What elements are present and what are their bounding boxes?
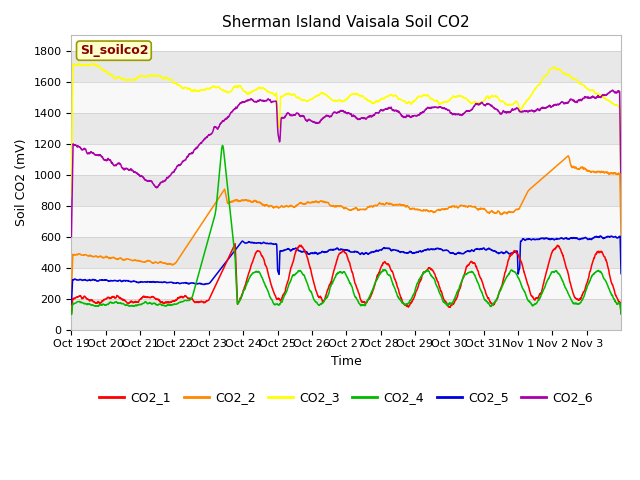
Bar xyxy=(72,175,621,206)
Y-axis label: Soil CO2 (mV): Soil CO2 (mV) xyxy=(15,139,28,226)
Title: Sherman Island Vaisala Soil CO2: Sherman Island Vaisala Soil CO2 xyxy=(223,15,470,30)
Bar xyxy=(72,237,621,268)
Bar xyxy=(72,299,621,330)
X-axis label: Time: Time xyxy=(331,355,362,368)
Text: SI_soilco2: SI_soilco2 xyxy=(79,44,148,57)
Bar xyxy=(72,206,621,237)
Legend: CO2_1, CO2_2, CO2_3, CO2_4, CO2_5, CO2_6: CO2_1, CO2_2, CO2_3, CO2_4, CO2_5, CO2_6 xyxy=(94,386,598,409)
Bar xyxy=(72,113,621,144)
Bar xyxy=(72,144,621,175)
Bar xyxy=(72,268,621,299)
Bar xyxy=(72,82,621,113)
Bar xyxy=(72,51,621,82)
